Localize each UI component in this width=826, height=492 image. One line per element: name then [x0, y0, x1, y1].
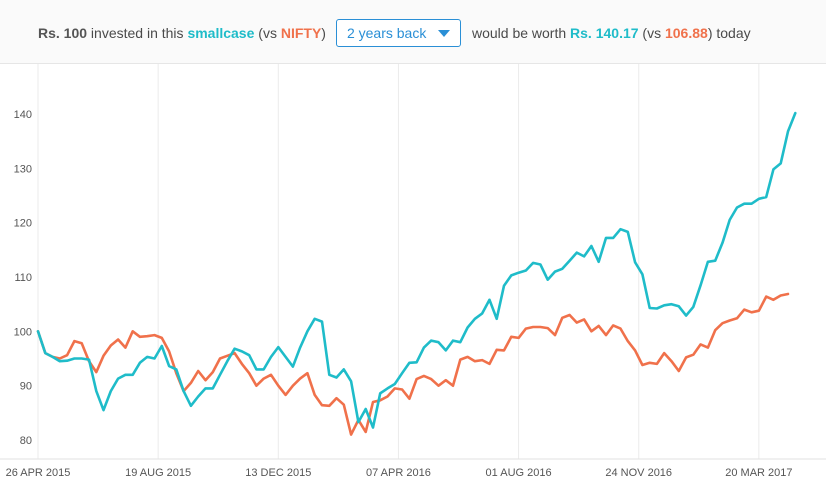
y-tick-label: 90 — [20, 381, 32, 393]
x-tick-label: 20 MAR 2017 — [725, 467, 792, 479]
x-tick-label: 07 APR 2016 — [366, 467, 431, 479]
caret-down-icon — [437, 29, 450, 37]
x-tick-label: 19 AUG 2015 — [125, 467, 191, 479]
nifty-series-line — [36, 292, 790, 436]
smallcase-worth-value: Rs. 140.17 — [570, 25, 639, 41]
period-selected-value: 2 years back — [346, 25, 427, 41]
invested-amount: Rs. 100 — [38, 25, 88, 41]
x-tick-label: 26 APR 2015 — [6, 467, 71, 479]
text-invested: invested in this — [87, 25, 188, 41]
smallcase-label: smallcase — [187, 25, 255, 41]
header-bar: Rs. 100 invested in this smallcase (vs N… — [0, 0, 826, 64]
text-vs-open: (vs — [254, 25, 281, 41]
y-tick-label: 110 — [14, 272, 32, 284]
y-tick-label: 130 — [14, 163, 32, 175]
nifty-worth-value: 106.88 — [664, 25, 708, 41]
x-tick-label: 01 AUG 2016 — [486, 467, 552, 479]
text-today: ) today — [707, 25, 751, 41]
x-tick-label: 24 NOV 2016 — [605, 467, 672, 479]
period-dropdown[interactable]: 2 years back — [335, 19, 461, 47]
summary-sentence: Rs. 100 invested in this smallcase (vs N… — [38, 19, 751, 47]
text-close: ) — [321, 25, 326, 41]
chart-area: 80 90 100 110 120 130 140 26 APR 2015 19 AUG 201… — [0, 64, 826, 487]
text-would-be: would be worth — [471, 25, 571, 41]
y-tick-label: 80 — [20, 435, 32, 447]
y-tick-label: 120 — [14, 218, 32, 230]
text-vs-open-2: (vs — [638, 25, 665, 41]
y-tick-label: 140 — [14, 109, 32, 121]
performance-chart: 80 90 100 110 120 130 140 26 APR 2015 19 AUG 201… — [0, 64, 826, 479]
nifty-label: NIFTY — [280, 25, 322, 41]
x-tick-label: 13 DEC 2015 — [245, 467, 311, 479]
y-tick-label: 100 — [14, 326, 32, 338]
smallcase-series-line — [36, 111, 797, 429]
